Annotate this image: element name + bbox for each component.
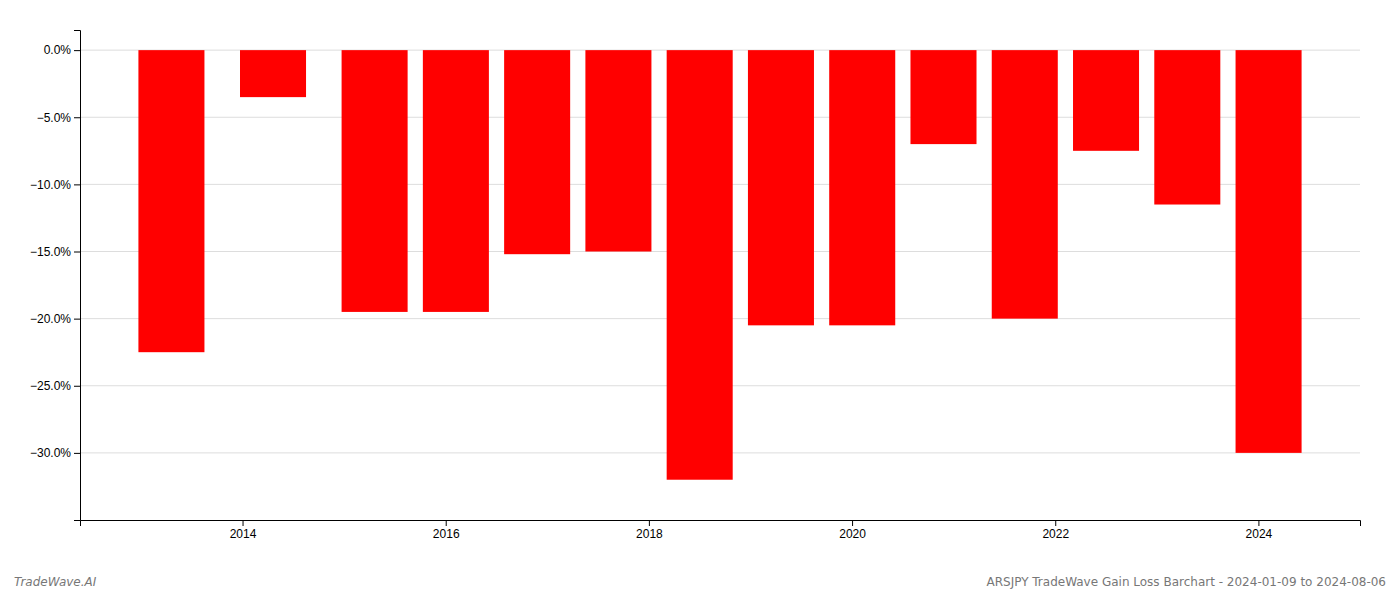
y-tick-label: −20.0% [30, 312, 71, 326]
y-tick-label: −25.0% [30, 379, 71, 393]
bar [423, 50, 489, 312]
bar [504, 50, 570, 254]
bars [138, 50, 1301, 480]
y-tick-label: −10.0% [30, 178, 71, 192]
y-tick: −10.0% [30, 178, 80, 192]
bar [1073, 50, 1139, 151]
bar [240, 50, 306, 97]
y-tick-mark [74, 386, 80, 387]
bar [585, 50, 651, 251]
x-axis-line [81, 521, 1361, 527]
plot-area: 0.0% −5.0% −10.0% −15.0% −20.0% −25.0% −30.0% 2… [30, 31, 1361, 541]
x-tick-mark [649, 520, 650, 526]
x-axis: 2014 2016 2018 2020 2022 2024 [81, 520, 1361, 541]
x-tick-label: 2020 [839, 527, 866, 541]
y-tick: −15.0% [30, 245, 80, 259]
x-tick: 2014 [230, 520, 257, 541]
footer-right: ARSJPY TradeWave Gain Loss Barchart - 20… [986, 575, 1386, 589]
x-tick-mark [243, 520, 244, 526]
y-tick-mark [74, 184, 80, 185]
y-tick: −20.0% [30, 312, 80, 326]
x-tick-mark [1258, 520, 1259, 526]
x-tick-label: 2022 [1042, 527, 1069, 541]
footer-left: TradeWave.AI [14, 575, 97, 589]
x-tick: 2018 [636, 520, 663, 541]
y-tick: −25.0% [30, 379, 80, 393]
bar [748, 50, 814, 325]
y-tick-mark [74, 117, 80, 118]
y-tick-label: 0.0% [44, 43, 72, 57]
y-tick-label: −15.0% [30, 245, 71, 259]
bar [829, 50, 895, 325]
x-tick-label: 2016 [433, 527, 460, 541]
bar [910, 50, 976, 144]
x-tick-mark [852, 520, 853, 526]
bar [138, 50, 204, 352]
bar [1236, 50, 1302, 453]
x-tick: 2016 [433, 520, 460, 541]
y-tick-label: −5.0% [37, 111, 72, 125]
x-tick: 2022 [1042, 520, 1069, 541]
bar [992, 50, 1058, 318]
y-axis-line [74, 31, 81, 521]
y-tick-mark [74, 319, 80, 320]
bar [667, 50, 733, 480]
y-tick-label: −30.0% [30, 446, 71, 460]
x-tick-mark [1055, 520, 1056, 526]
bar [342, 50, 408, 312]
y-axis: 0.0% −5.0% −10.0% −15.0% −20.0% −25.0% −30.0% [30, 31, 81, 521]
x-tick: 2024 [1246, 520, 1273, 541]
x-tick-label: 2018 [636, 527, 663, 541]
y-tick-mark [74, 453, 80, 454]
y-tick: −30.0% [30, 446, 80, 460]
bar [1154, 50, 1220, 204]
y-tick: 0.0% [44, 43, 80, 57]
y-tick-mark [74, 252, 80, 253]
x-tick-label: 2024 [1246, 527, 1273, 541]
x-tick-mark [446, 520, 447, 526]
x-tick: 2020 [839, 520, 866, 541]
y-tick-mark [74, 50, 80, 51]
y-tick: −5.0% [37, 111, 80, 125]
chart: 0.0% −5.0% −10.0% −15.0% −20.0% −25.0% −30.0% 2… [0, 0, 1400, 600]
x-tick-label: 2014 [230, 527, 257, 541]
